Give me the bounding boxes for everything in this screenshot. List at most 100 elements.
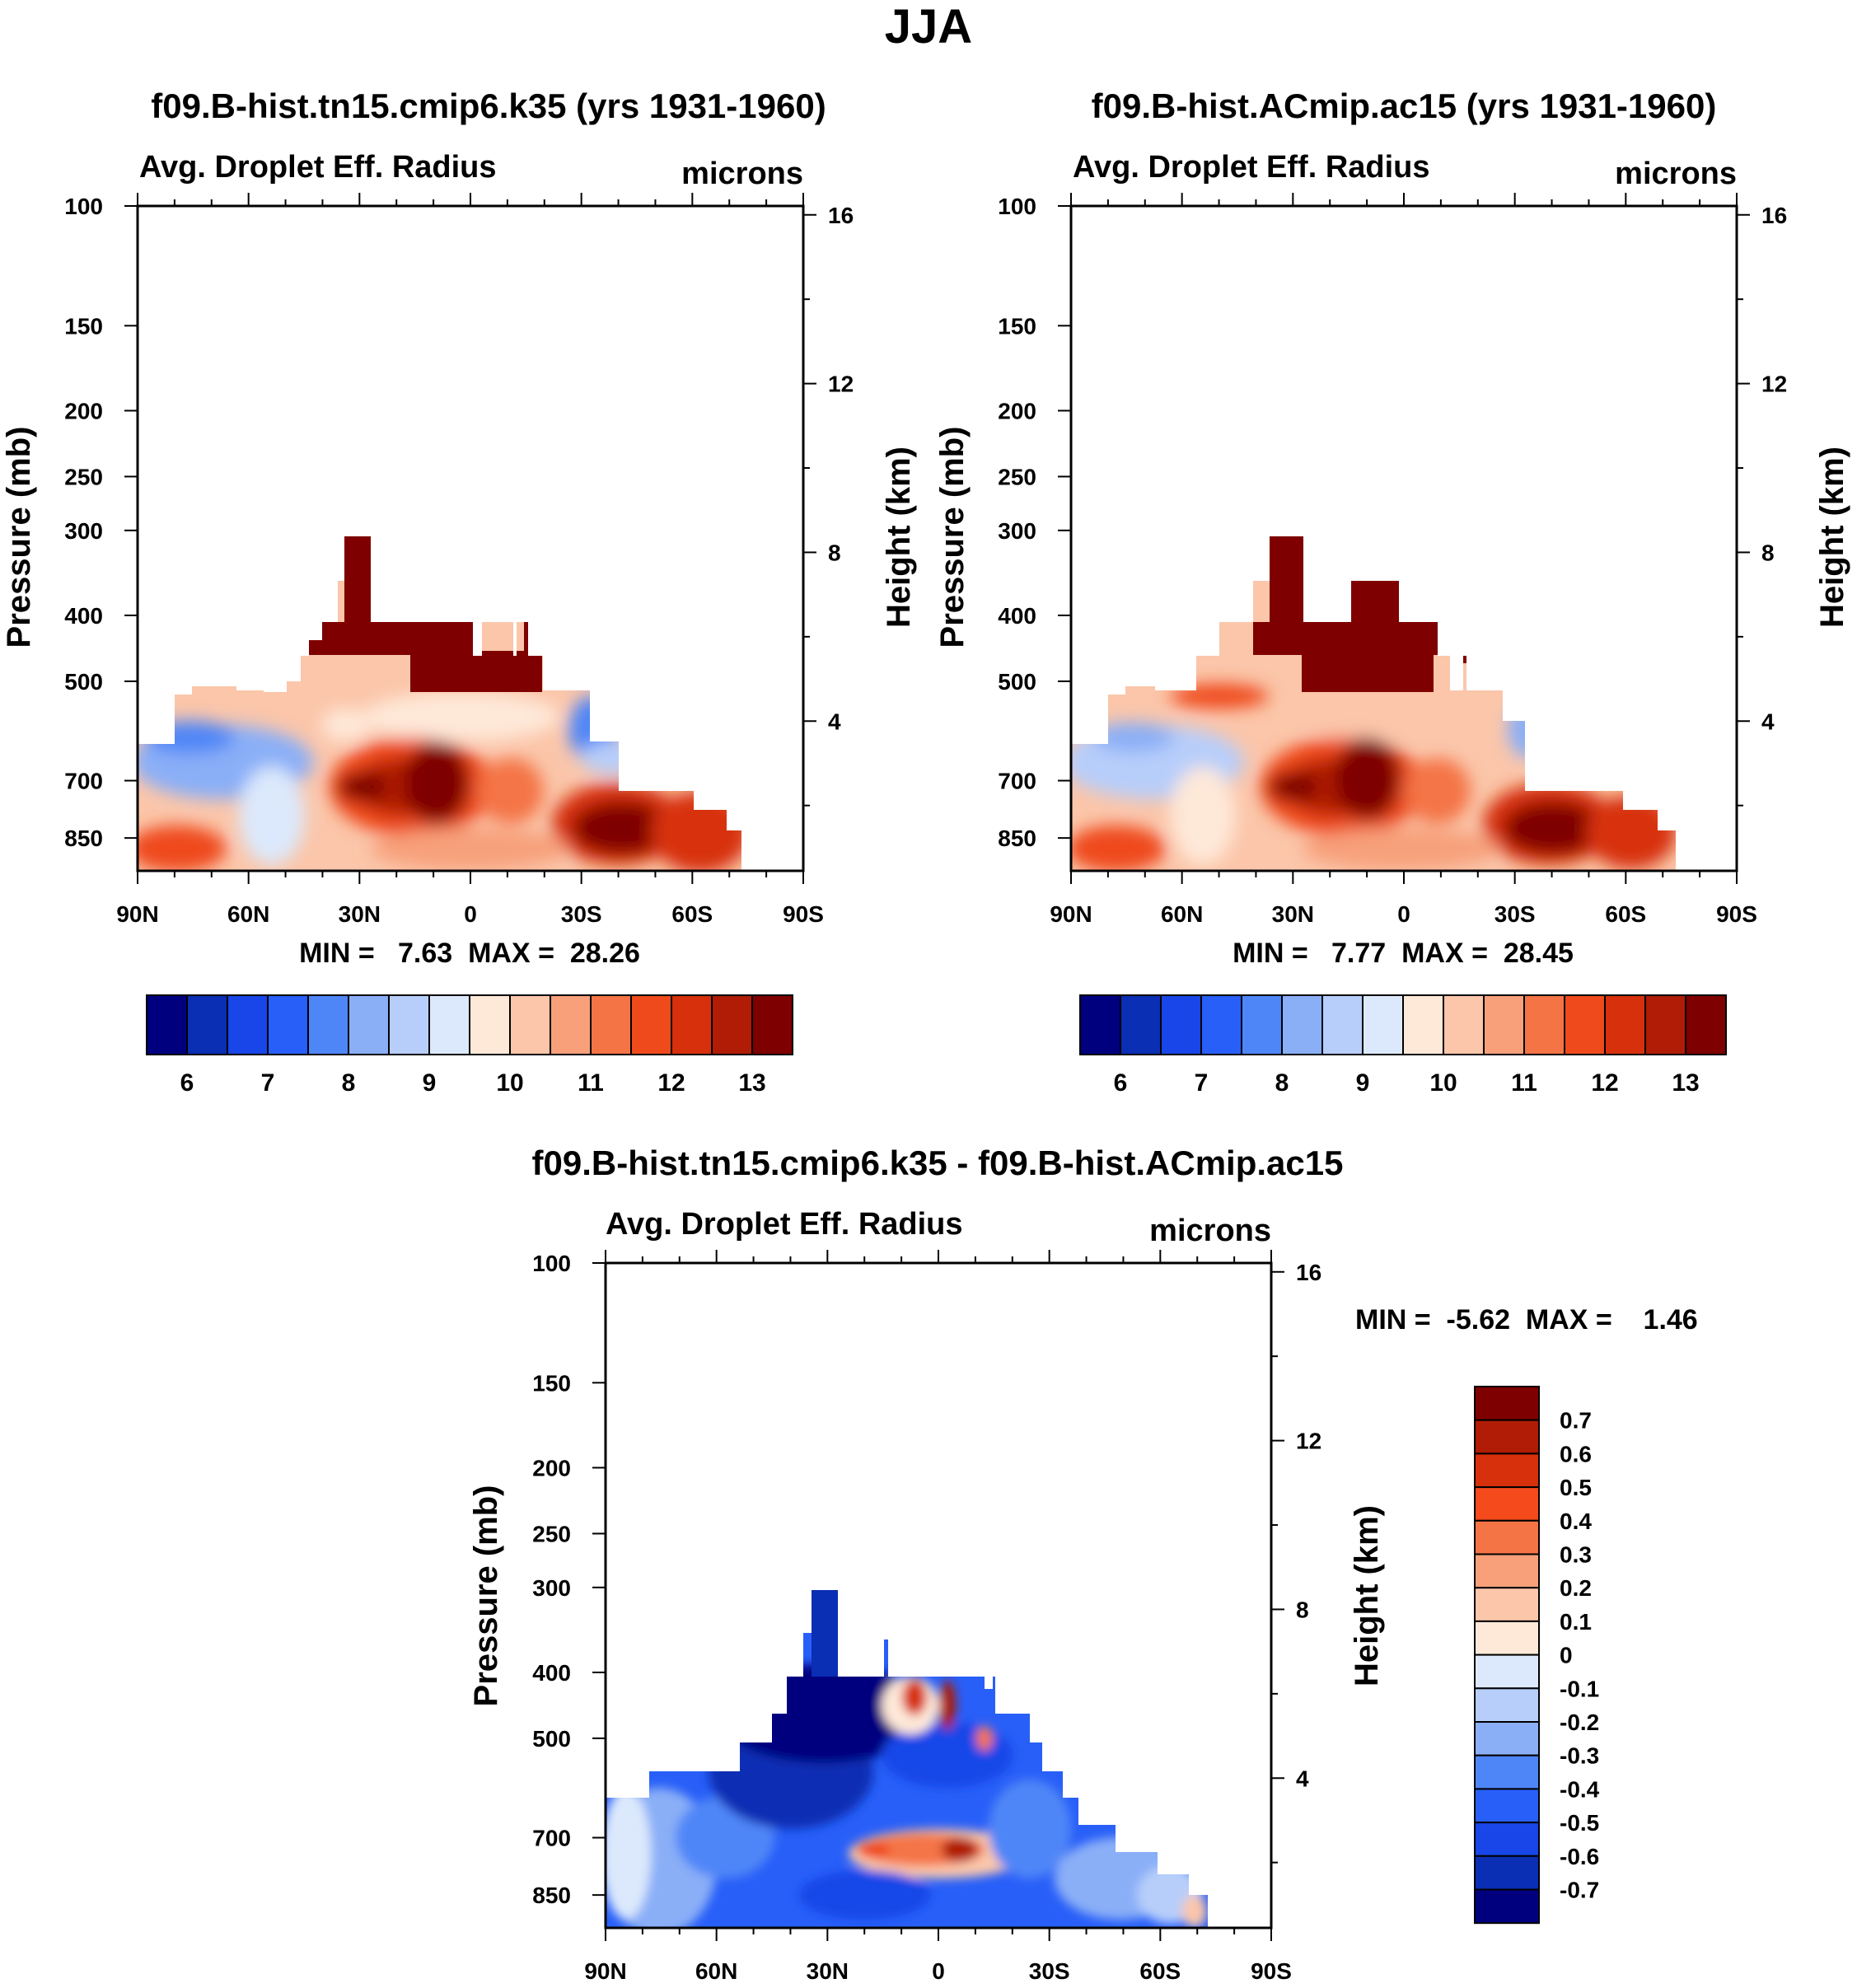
y2-tick-label: 12 [1296, 1429, 1321, 1454]
x-tick-label: 30N [807, 1958, 849, 1984]
colorbar-swatch [1483, 994, 1525, 1055]
x-tick-label: 90N [1050, 901, 1092, 927]
variable-label-difference: Avg. Droplet Eff. Radius [606, 1207, 963, 1242]
y2-axis-label-left: Height (km) [881, 447, 917, 628]
colorbar-swatch [428, 994, 470, 1055]
heatmap-field-right [1071, 536, 1676, 871]
y2-tick-label: 16 [828, 203, 854, 228]
colorbar-swatch [348, 994, 390, 1055]
variable-label-left: Avg. Droplet Eff. Radius [139, 150, 497, 185]
stats-difference: MIN = -5.62 MAX = 1.46 [1355, 1304, 1698, 1335]
panel-left: f09.B-hist.tn15.cmip6.k35 (yrs 1931-1960… [1, 87, 917, 1097]
colorbar-swatch [469, 994, 511, 1055]
colorbar-label: 0 [1560, 1643, 1573, 1668]
y2-tick-label: 8 [1761, 540, 1775, 565]
plot-title-difference: f09.B-hist.tn15.cmip6.k35 - f09.B-hist.A… [532, 1144, 1344, 1182]
colorbar-label: 6 [180, 1069, 194, 1097]
colorbar-swatch [1474, 1620, 1540, 1656]
colorbar-swatch [1474, 1721, 1540, 1756]
colorbar-label: 7 [1195, 1069, 1209, 1097]
colorbar-swatch [1474, 1687, 1540, 1724]
colorbar-swatch [307, 994, 349, 1055]
x-tick-label: 0 [932, 1958, 945, 1984]
y2-tick-label: 4 [1296, 1766, 1309, 1791]
colorbar-swatch [550, 994, 592, 1055]
y-tick-label: 500 [532, 1726, 571, 1752]
panel-right: f09.B-hist.ACmip.ac15 (yrs 1931-1960) Av… [934, 87, 1850, 1097]
axis-ticks-right [1058, 193, 1750, 884]
colorbar-swatch [1160, 994, 1202, 1055]
colorbar-label: -0.2 [1560, 1710, 1599, 1735]
colorbar-swatch [751, 994, 793, 1055]
colorbar-right: 6 7 8 9 10 11 12 13 [1079, 994, 1727, 1097]
tick-labels-right: 90N 60N 30N 0 30S 60S 90S 100 150 200 250 300 400 500… [998, 194, 1787, 927]
units-label-right: microns [1615, 157, 1737, 191]
x-tick-label: 30S [1029, 1958, 1070, 1984]
colorbar-label: 10 [1429, 1069, 1457, 1097]
colorbar-swatch [1120, 994, 1162, 1055]
colorbar-swatch [1523, 994, 1565, 1055]
colorbar-label: 0.2 [1560, 1575, 1592, 1601]
y-tick-label: 200 [64, 398, 103, 423]
x-tick-label: 0 [464, 901, 477, 927]
y-tick-label: 400 [64, 603, 103, 629]
colorbar-swatch [1474, 1855, 1540, 1891]
colorbar-swatch [267, 994, 309, 1055]
colorbar-swatch [1474, 1419, 1540, 1455]
colorbar-swatch [1474, 1587, 1540, 1622]
plot-title-left: f09.B-hist.tn15.cmip6.k35 (yrs 1931-1960… [151, 87, 826, 125]
stats-left: MIN = 7.63 MAX = 28.26 [299, 938, 640, 969]
y-tick-label: 700 [998, 769, 1036, 794]
colorbar-swatch [1604, 994, 1646, 1055]
heatmap-field-difference [606, 1590, 1208, 1928]
x-tick-label: 30S [561, 901, 602, 927]
stats-right: MIN = 7.77 MAX = 28.45 [1233, 938, 1574, 969]
x-tick-label: 60S [671, 901, 713, 927]
variable-label-right: Avg. Droplet Eff. Radius [1073, 150, 1430, 185]
colorbar-swatch [1474, 1386, 1540, 1421]
x-tick-label: 90N [116, 901, 158, 927]
axis-ticks-difference [592, 1250, 1284, 1941]
units-label-left: microns [681, 157, 803, 191]
y-tick-label: 850 [64, 826, 103, 851]
y2-tick-label: 12 [828, 372, 854, 397]
colorbar-swatch [1474, 1788, 1540, 1824]
colorbar-label: 0.5 [1560, 1475, 1592, 1500]
colorbar-swatch [146, 994, 188, 1055]
colorbar-label: 6 [1114, 1069, 1128, 1097]
y-tick-label: 200 [532, 1455, 571, 1480]
colorbar-label: 13 [1672, 1069, 1699, 1097]
y-tick-label: 850 [532, 1883, 571, 1908]
y-tick-label: 250 [532, 1521, 571, 1546]
colorbar-label: -0.6 [1560, 1844, 1599, 1869]
colorbar-swatch [1281, 994, 1323, 1055]
y2-tick-label: 8 [1296, 1597, 1309, 1622]
colorbar-label: 0.3 [1560, 1542, 1592, 1568]
colorbar-swatch [1321, 994, 1364, 1055]
y-tick-label: 250 [998, 464, 1036, 489]
x-tick-label: 60N [695, 1958, 737, 1984]
colorbar-label: 0.7 [1560, 1408, 1592, 1434]
y-tick-label: 200 [998, 398, 1036, 423]
colorbar-label: -0.3 [1560, 1743, 1599, 1769]
colorbar-swatch [1474, 1754, 1540, 1790]
colorbar-swatch [1474, 1553, 1540, 1589]
colorbar-label: 12 [1591, 1069, 1618, 1097]
y-tick-label: 150 [998, 313, 1036, 339]
colorbar-label: -0.4 [1560, 1776, 1600, 1802]
colorbar-swatch [630, 994, 672, 1055]
x-tick-label: 0 [1397, 901, 1410, 927]
colorbar-label: -0.1 [1560, 1676, 1599, 1701]
x-tick-label: 90N [584, 1958, 626, 1984]
y2-axis-label-difference: Height (km) [1349, 1505, 1385, 1686]
y2-tick-label: 16 [1761, 203, 1787, 228]
y-tick-label: 300 [532, 1575, 571, 1601]
colorbar-label: 7 [261, 1069, 275, 1097]
x-tick-label: 60N [227, 901, 269, 927]
colorbar-swatch [1685, 994, 1727, 1055]
colorbar-swatch [590, 994, 632, 1055]
y-axis-label-left: Pressure (mb) [1, 427, 37, 648]
y2-tick-label: 8 [828, 540, 841, 565]
colorbar-swatch [1362, 994, 1404, 1055]
y2-tick-label: 4 [828, 709, 841, 734]
